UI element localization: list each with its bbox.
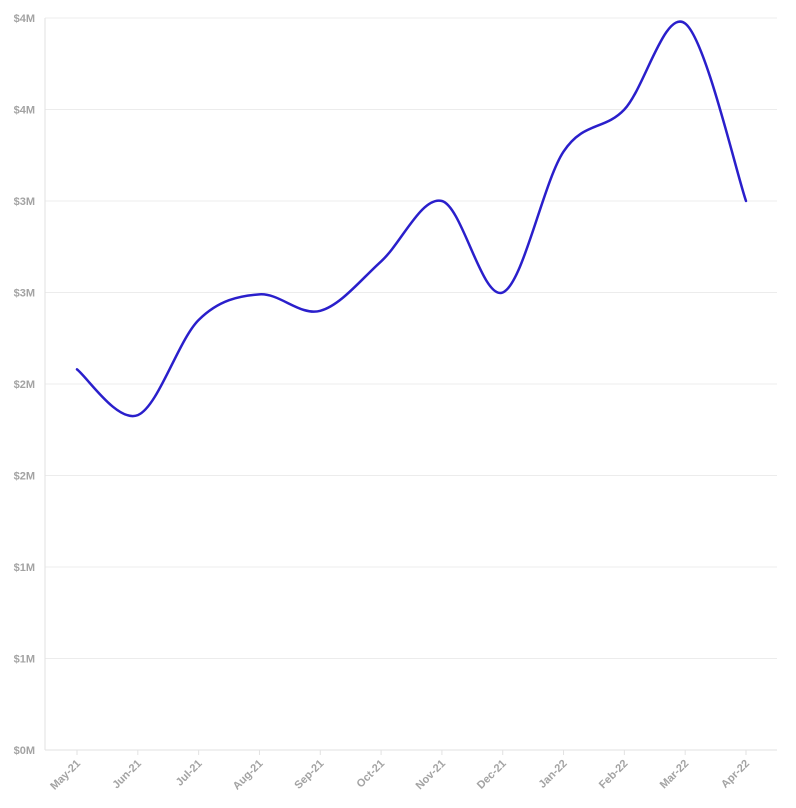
y-tick-label: $3M bbox=[14, 196, 35, 208]
x-tick-label: Jul-21 bbox=[174, 758, 205, 789]
x-tick-label: Mar-22 bbox=[658, 758, 692, 792]
x-tick-label: Jun-21 bbox=[110, 758, 144, 792]
x-axis: May-21 Jun-21 Jul-21 Aug-21 Sep-21 Oct-21 Nov-… bbox=[48, 750, 752, 792]
x-tick-label: Oct-21 bbox=[355, 758, 388, 791]
series-layer bbox=[75, 20, 748, 418]
x-tick-label: Dec-21 bbox=[475, 758, 509, 792]
y-tick-label: $1M bbox=[14, 562, 35, 574]
x-tick-label: May-21 bbox=[48, 758, 83, 793]
y-tick-label: $2M bbox=[14, 471, 35, 483]
y-tick-label: $4M bbox=[14, 105, 35, 117]
grid-lines bbox=[45, 17, 777, 751]
y-tick-label: $1M bbox=[14, 654, 35, 666]
x-tick-label: Nov-21 bbox=[414, 758, 448, 792]
y-tick-label: $0M bbox=[14, 745, 35, 757]
series-line-0 bbox=[75, 20, 748, 418]
x-tick-label: Apr-22 bbox=[719, 758, 752, 791]
x-tick-label: Sep-21 bbox=[292, 758, 326, 792]
x-tick-label: Feb-22 bbox=[597, 758, 631, 792]
x-tick-label: Aug-21 bbox=[231, 758, 266, 793]
y-tick-label: $2M bbox=[14, 379, 35, 391]
y-tick-label: $4M bbox=[14, 13, 35, 25]
x-tick-label: Jan-22 bbox=[537, 758, 570, 791]
y-tick-label: $3M bbox=[14, 288, 35, 300]
y-axis: $0M $1M $1M $2M $2M $3M $3M $4M $4M bbox=[14, 13, 46, 757]
